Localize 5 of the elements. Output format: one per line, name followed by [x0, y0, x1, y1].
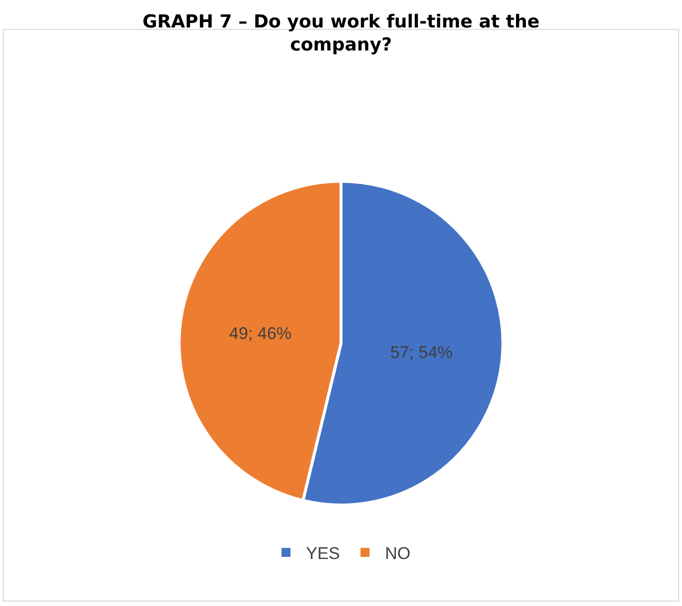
legend-label: NO: [385, 544, 411, 563]
legend-label: YES: [306, 544, 340, 563]
data-label: 49; 46%: [229, 324, 292, 344]
chart-title: GRAPH 7 – Do you work full-time at the company?: [142, 11, 540, 56]
data-label: 57; 54%: [390, 343, 453, 362]
